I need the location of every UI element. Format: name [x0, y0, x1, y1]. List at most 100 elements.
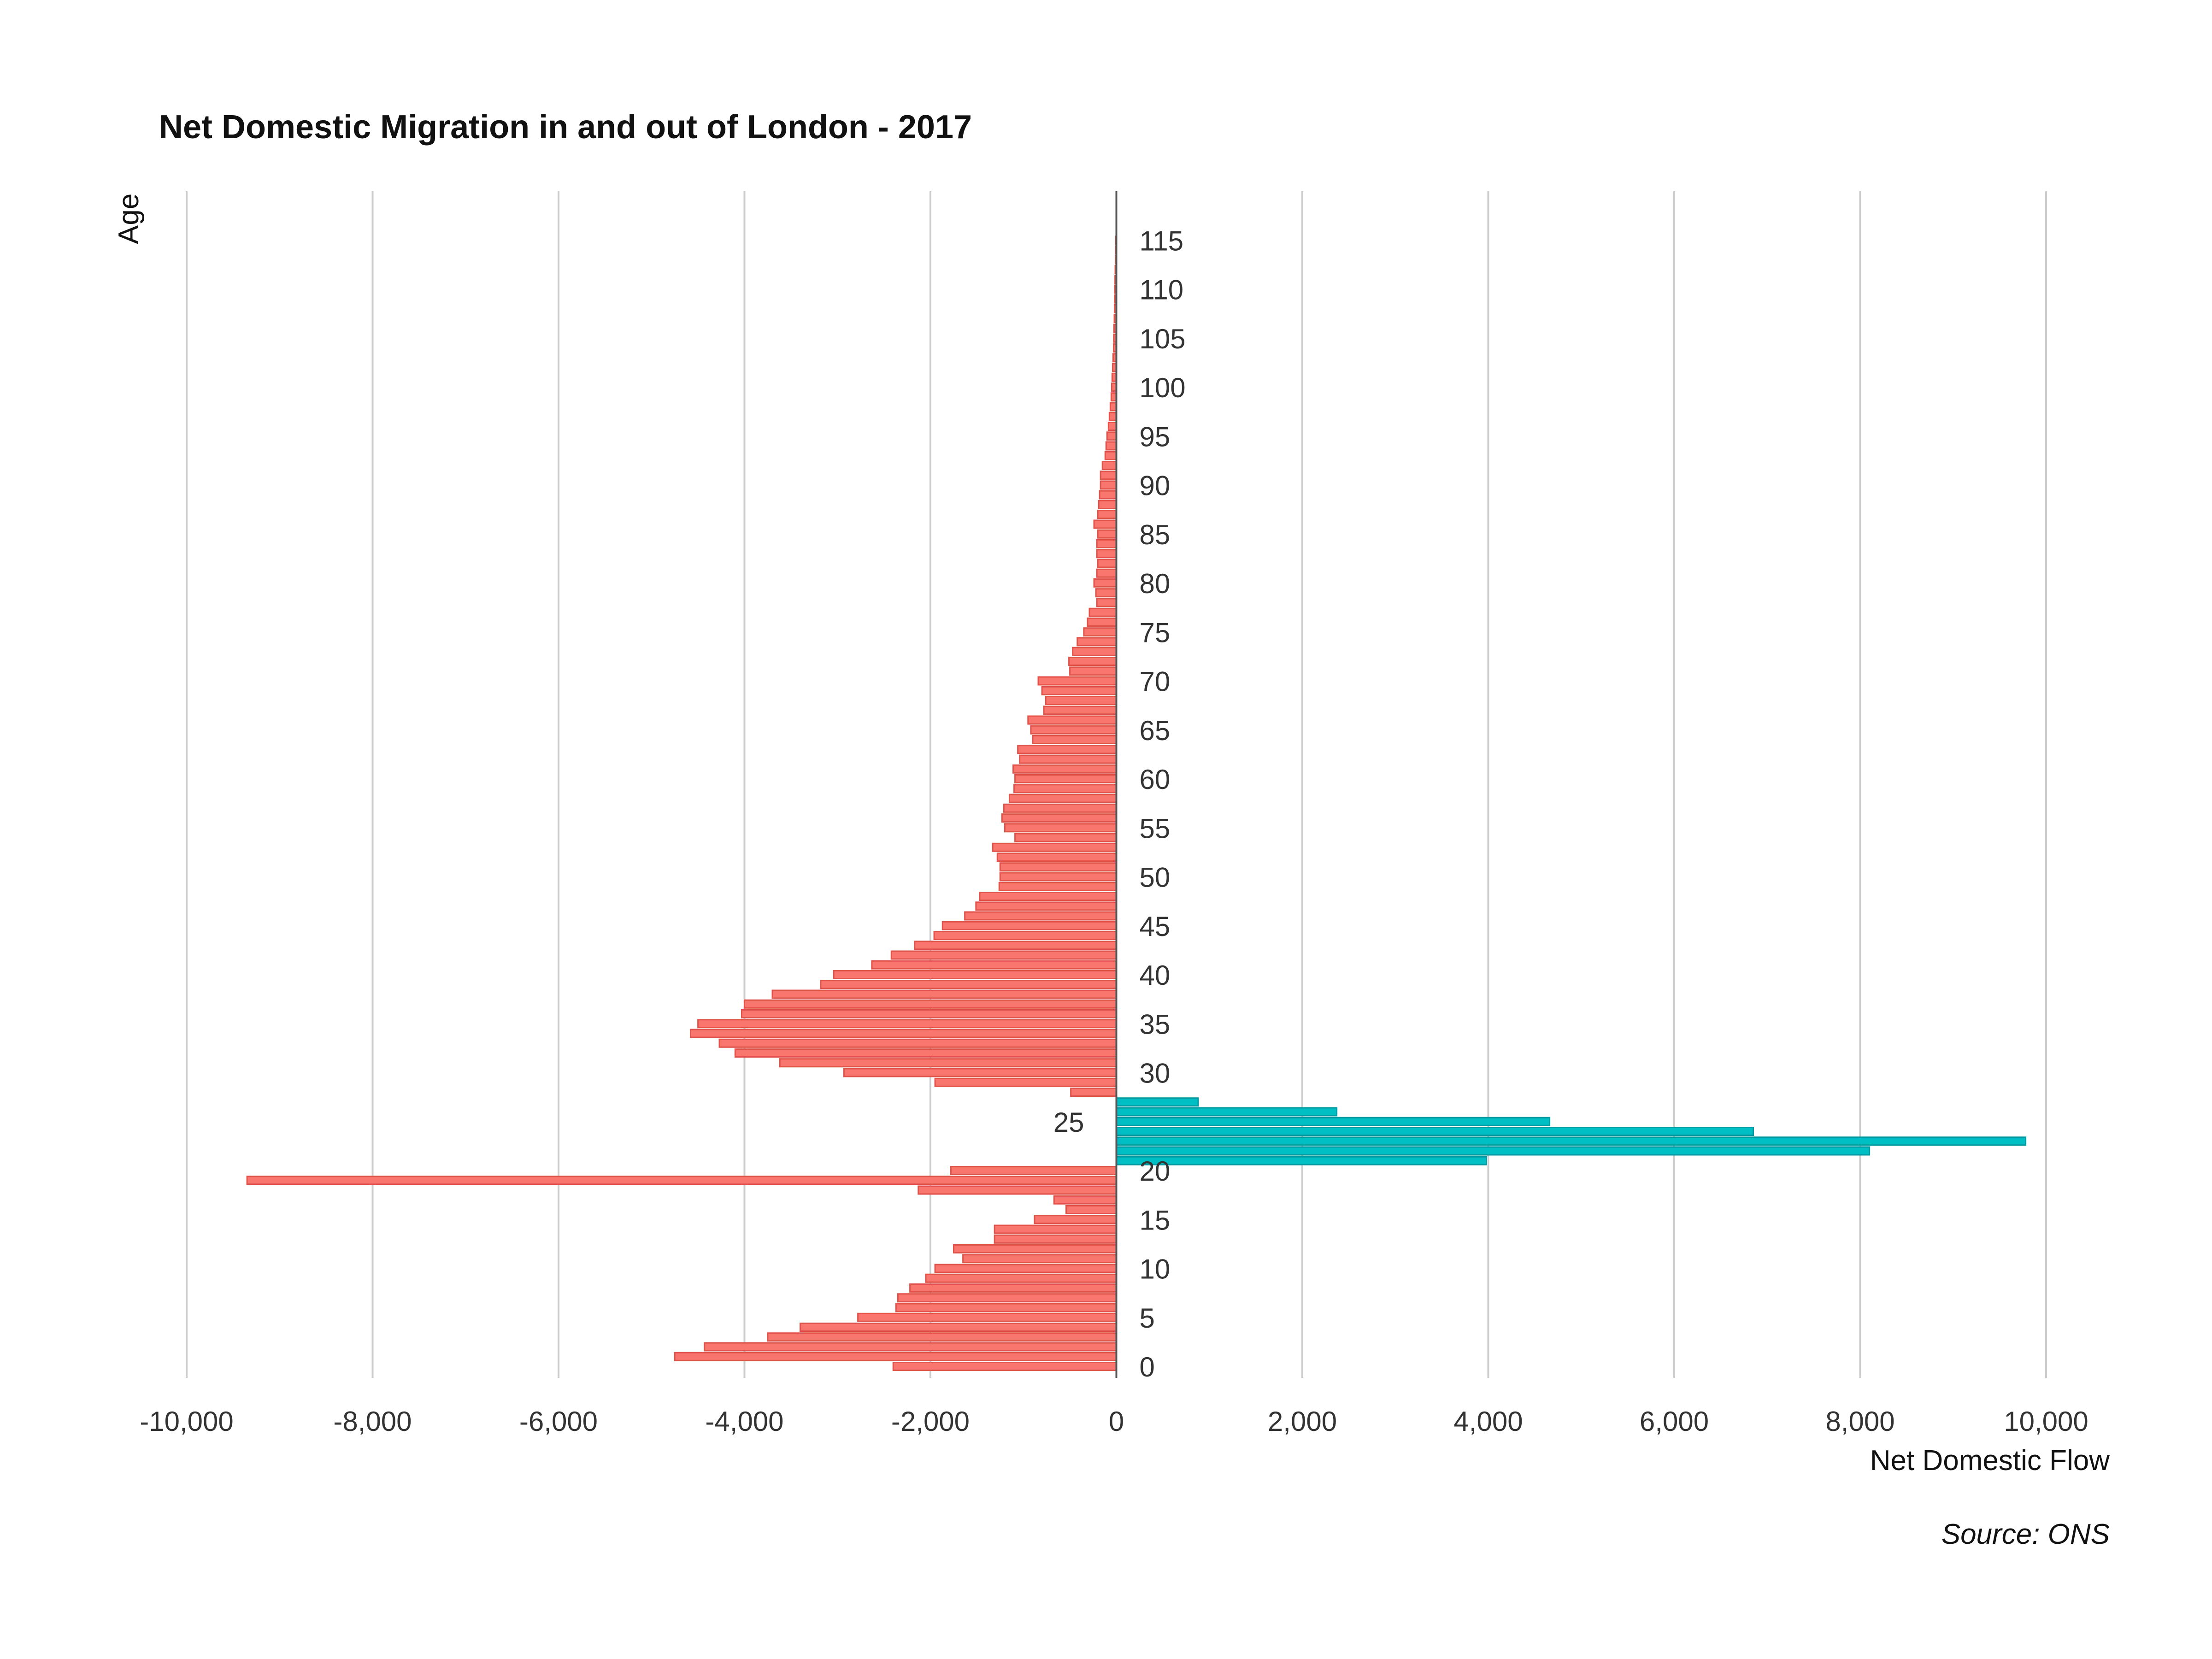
y-tick-label: 90 [1140, 471, 1171, 501]
bar-age-7 [897, 1293, 1117, 1303]
bar-age-20 [950, 1166, 1117, 1175]
bar-age-12 [953, 1244, 1117, 1253]
bar-age-15 [1034, 1215, 1117, 1224]
bar-age-36 [741, 1009, 1117, 1018]
y-tick-label: 80 [1140, 568, 1171, 599]
bar-age-26 [1116, 1107, 1338, 1117]
bar-age-5 [857, 1312, 1117, 1322]
bar-age-72 [1068, 657, 1117, 666]
y-tick-label: 45 [1140, 911, 1171, 942]
bar-age-50 [999, 872, 1117, 882]
bar-age-17 [1053, 1195, 1117, 1205]
bar-age-28 [1070, 1088, 1118, 1097]
y-tick-label: 25 [1053, 1107, 1084, 1138]
bar-age-8 [909, 1283, 1117, 1293]
bar-age-87 [1097, 510, 1117, 519]
bar-age-18 [918, 1185, 1117, 1195]
bar-age-54 [1014, 833, 1118, 842]
bar-age-71 [1069, 666, 1117, 676]
bar-age-33 [718, 1038, 1117, 1048]
y-tick-label: 105 [1140, 324, 1186, 354]
bar-age-46 [964, 911, 1117, 921]
bar-age-67 [1043, 706, 1118, 715]
bar-age-24 [1116, 1127, 1754, 1136]
y-tick-label: 35 [1140, 1009, 1171, 1040]
bar-age-39 [820, 980, 1118, 989]
x-tick-label: 2,000 [1268, 1406, 1337, 1437]
bar-age-70 [1037, 676, 1118, 686]
x-tick-label: 4,000 [1453, 1406, 1523, 1437]
y-tick-label: 0 [1140, 1352, 1155, 1382]
y-tick-label: 60 [1140, 764, 1171, 795]
bar-age-6 [895, 1303, 1118, 1312]
y-tick-label: 10 [1140, 1254, 1171, 1285]
bar-age-52 [996, 853, 1117, 862]
bar-age-10 [934, 1264, 1118, 1273]
bar-age-69 [1041, 686, 1118, 695]
bar-age-76 [1087, 618, 1118, 627]
y-tick-label: 110 [1140, 275, 1184, 306]
bar-age-88 [1098, 500, 1117, 509]
bar-age-77 [1088, 607, 1117, 617]
bar-age-78 [1096, 598, 1118, 607]
x-tick-label: -2,000 [891, 1406, 970, 1437]
bar-age-30 [843, 1068, 1118, 1077]
bar-age-64 [1032, 735, 1118, 744]
bar-age-91 [1100, 471, 1117, 480]
bar-age-19 [246, 1176, 1118, 1185]
bar-age-92 [1101, 461, 1118, 470]
x-tick-label: 6,000 [1640, 1406, 1709, 1437]
y-tick-label: 30 [1140, 1058, 1171, 1089]
y-tick-label: 40 [1140, 960, 1171, 991]
bar-age-13 [994, 1234, 1118, 1244]
bar-age-96 [1107, 422, 1118, 431]
y-tick-label: 115 [1140, 225, 1184, 256]
bar-age-53 [992, 842, 1118, 852]
bar-age-80 [1093, 578, 1118, 588]
bar-age-3 [767, 1332, 1117, 1342]
bar-age-34 [689, 1029, 1117, 1038]
bar-age-65 [1030, 725, 1117, 735]
x-tick-labels: -10,000 -8,000 -6,000 -4,000 -2,000 0 2,000 4,0… [140, 1406, 2088, 1437]
bar-age-61 [1012, 764, 1118, 774]
bar-age-11 [962, 1254, 1118, 1264]
source-note: Source: ONS [1941, 1518, 2110, 1550]
bar-age-21 [1116, 1156, 1487, 1165]
bar-age-22 [1116, 1146, 1871, 1156]
bar-age-48 [979, 892, 1117, 901]
y-axis-label: Age [113, 194, 145, 244]
bar-age-59 [1013, 784, 1117, 794]
bar-age-85 [1097, 529, 1117, 539]
y-tick-label: 50 [1140, 862, 1171, 893]
bar-age-68 [1045, 696, 1117, 705]
bar-age-43 [914, 941, 1117, 950]
bar-age-49 [998, 882, 1117, 891]
y-tick-label: 95 [1140, 421, 1171, 452]
bar-age-93 [1104, 451, 1118, 460]
bar-age-95 [1106, 431, 1117, 441]
bar-age-40 [833, 970, 1118, 979]
bar-age-56 [1001, 813, 1117, 823]
bar-age-57 [1003, 803, 1118, 813]
y-tick-label: 85 [1140, 519, 1171, 550]
bar-age-27 [1116, 1097, 1199, 1107]
bar-age-55 [1004, 823, 1117, 833]
x-tick-label: -8,000 [333, 1406, 412, 1437]
bar-age-94 [1105, 441, 1118, 451]
bar-age-0 [892, 1362, 1118, 1371]
x-tick-label: -6,000 [519, 1406, 598, 1437]
bar-age-44 [933, 931, 1117, 940]
bar-age-84 [1096, 539, 1118, 548]
bar-age-97 [1108, 412, 1117, 421]
bar-age-9 [925, 1273, 1117, 1283]
bar-age-32 [734, 1048, 1117, 1058]
bar-age-75 [1083, 627, 1117, 637]
bar-age-63 [1017, 745, 1118, 754]
bar-age-14 [994, 1224, 1118, 1234]
bar-age-86 [1093, 519, 1118, 529]
y-tick-label: 55 [1140, 813, 1171, 844]
bar-age-89 [1099, 490, 1118, 500]
bar-age-73 [1072, 647, 1117, 656]
y-tick-label: 5 [1140, 1303, 1155, 1334]
